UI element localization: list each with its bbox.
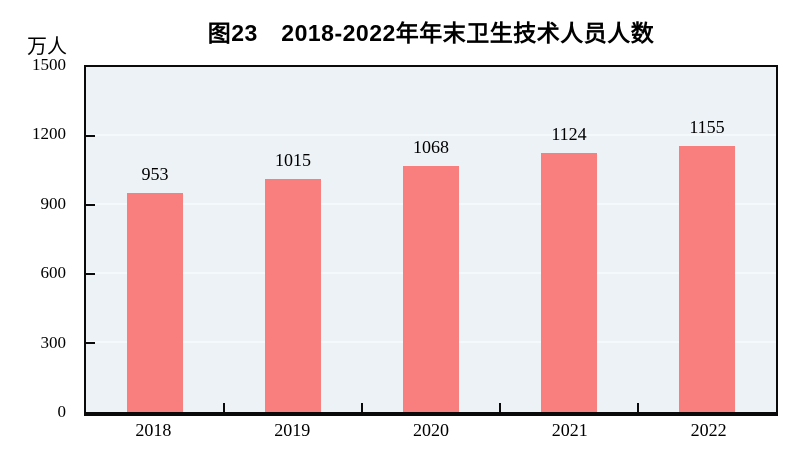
x-axis-tick (637, 403, 639, 412)
y-axis-unit-label: 万人 (27, 36, 67, 58)
y-axis-tick-labels: 0 300 600 900 1200 1500 (0, 55, 76, 421)
y-axis-tick-label: 0 (57, 402, 67, 421)
x-axis-tick-label: 2018 (135, 420, 172, 440)
y-axis-tick (86, 342, 95, 344)
x-axis-tick (499, 403, 501, 412)
bar (403, 166, 459, 412)
bar (679, 146, 735, 412)
y-axis-tick-label: 300 (40, 332, 67, 352)
bar-value-label: 953 (141, 163, 169, 184)
x-axis-tick-label: 2019 (274, 420, 311, 440)
bar (541, 153, 597, 412)
x-axis-tick (361, 403, 363, 412)
gridline (86, 134, 776, 136)
x-axis-tick-labels: 2018 2019 2020 2021 2022 (84, 420, 778, 444)
y-axis-tick (86, 273, 95, 275)
bar-value-label: 1015 (275, 149, 311, 170)
y-axis-tick (86, 135, 95, 137)
y-axis-tick-label: 1200 (32, 124, 66, 144)
bar-value-label: 1155 (689, 117, 725, 138)
x-axis-tick-label: 2022 (690, 420, 727, 440)
y-axis-tick-label: 1500 (32, 55, 66, 74)
bar (127, 192, 183, 412)
y-axis-tick-label: 600 (40, 263, 67, 283)
x-axis-tick-label: 2020 (413, 420, 449, 440)
bar-value-label: 1068 (413, 137, 449, 158)
y-axis-tick-label: 900 (40, 193, 67, 213)
y-axis-tick (86, 204, 95, 206)
bar-value-label: 1124 (551, 124, 587, 145)
bar (265, 178, 321, 412)
plot-area: 953 1015 1068 1124 1155 (84, 65, 778, 416)
x-axis-tick-label: 2021 (551, 420, 588, 440)
x-axis-tick (223, 403, 225, 412)
chart-title: 图23 2018-2022年年末卫生技术人员人数 (207, 20, 655, 46)
